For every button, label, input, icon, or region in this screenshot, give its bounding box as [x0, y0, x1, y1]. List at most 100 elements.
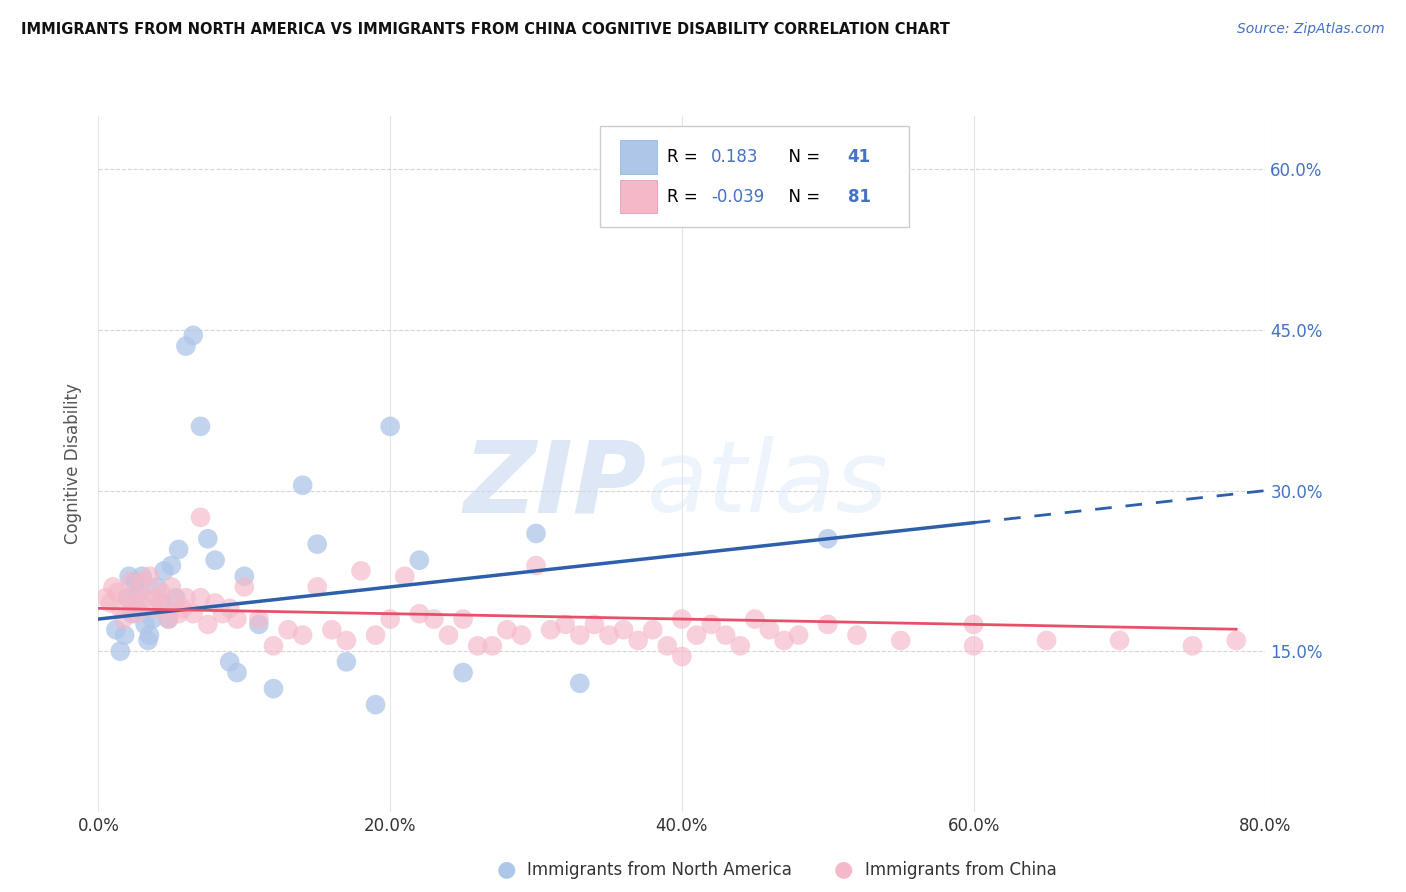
Point	[121, 607, 143, 621]
Text: Immigrants from China: Immigrants from China	[865, 861, 1056, 879]
Point	[233, 580, 256, 594]
Point	[160, 580, 183, 594]
Point	[141, 612, 163, 626]
Point	[136, 633, 159, 648]
Text: Immigrants from North America: Immigrants from North America	[527, 861, 792, 879]
Point	[190, 591, 212, 605]
Point	[181, 328, 204, 343]
Point	[321, 623, 343, 637]
Point	[117, 591, 139, 605]
Point	[226, 612, 249, 626]
Point	[262, 681, 284, 696]
Point	[167, 542, 190, 557]
Point	[451, 612, 474, 626]
Point	[307, 580, 329, 594]
Text: ●: ●	[834, 860, 853, 880]
Y-axis label: Cognitive Disability: Cognitive Disability	[65, 384, 83, 544]
Point	[394, 569, 416, 583]
Point	[204, 596, 226, 610]
Point	[110, 644, 132, 658]
Point	[142, 601, 165, 615]
Point	[540, 623, 562, 637]
Point	[364, 698, 387, 712]
Point	[94, 591, 117, 605]
Point	[134, 617, 156, 632]
Point	[423, 612, 446, 626]
Point	[101, 580, 124, 594]
Point	[700, 617, 723, 632]
FancyBboxPatch shape	[620, 180, 658, 213]
Point	[962, 639, 984, 653]
Point	[1108, 633, 1130, 648]
Point	[335, 655, 357, 669]
Point	[165, 596, 187, 610]
Text: IMMIGRANTS FROM NORTH AMERICA VS IMMIGRANTS FROM CHINA COGNITIVE DISABILITY CORR: IMMIGRANTS FROM NORTH AMERICA VS IMMIGRA…	[21, 22, 950, 37]
Point	[714, 628, 737, 642]
Point	[114, 628, 136, 642]
Point	[890, 633, 912, 648]
Point	[190, 419, 212, 434]
Text: atlas: atlas	[647, 436, 889, 533]
Point	[135, 591, 157, 605]
Text: ZIP: ZIP	[464, 436, 647, 533]
Point	[612, 623, 634, 637]
Point	[117, 591, 139, 605]
Point	[153, 564, 176, 578]
Text: 0.183: 0.183	[711, 148, 759, 166]
Point	[1035, 633, 1057, 648]
Point	[744, 612, 766, 626]
FancyBboxPatch shape	[620, 140, 658, 174]
Text: R =: R =	[666, 148, 703, 166]
Point	[146, 591, 169, 605]
Point	[845, 628, 868, 642]
Point	[1225, 633, 1247, 648]
Point	[307, 537, 329, 551]
Point	[730, 639, 752, 653]
Point	[204, 553, 226, 567]
Point	[211, 607, 233, 621]
Point	[364, 628, 387, 642]
Point	[817, 532, 839, 546]
Point	[150, 585, 173, 599]
Point	[787, 628, 810, 642]
Point	[226, 665, 249, 680]
Point	[291, 478, 314, 492]
Point	[104, 623, 127, 637]
Point	[378, 419, 402, 434]
Point	[160, 558, 183, 573]
Point	[138, 628, 160, 642]
Point	[524, 526, 547, 541]
Point	[773, 633, 796, 648]
Point	[197, 532, 219, 546]
Point	[122, 596, 145, 610]
Point	[451, 665, 474, 680]
Point	[510, 628, 533, 642]
Point	[128, 591, 150, 605]
Point	[335, 633, 357, 648]
Point	[110, 601, 132, 615]
Point	[127, 601, 149, 615]
Text: 41: 41	[848, 148, 870, 166]
Point	[98, 596, 121, 610]
Point	[247, 612, 270, 626]
Text: ●: ●	[496, 860, 516, 880]
Point	[262, 639, 284, 653]
Point	[524, 558, 547, 573]
Point	[150, 596, 173, 610]
Point	[105, 585, 128, 599]
Point	[157, 612, 180, 626]
Point	[125, 607, 148, 621]
Point	[467, 639, 489, 653]
Point	[1181, 639, 1204, 653]
Text: R =: R =	[666, 187, 703, 206]
Point	[131, 574, 153, 589]
Text: 81: 81	[848, 187, 870, 206]
Point	[554, 617, 576, 632]
FancyBboxPatch shape	[600, 127, 910, 227]
Text: Source: ZipAtlas.com: Source: ZipAtlas.com	[1237, 22, 1385, 37]
Point	[174, 339, 197, 353]
Point	[138, 569, 160, 583]
Point	[568, 676, 591, 690]
Point	[641, 623, 664, 637]
Point	[233, 569, 256, 583]
